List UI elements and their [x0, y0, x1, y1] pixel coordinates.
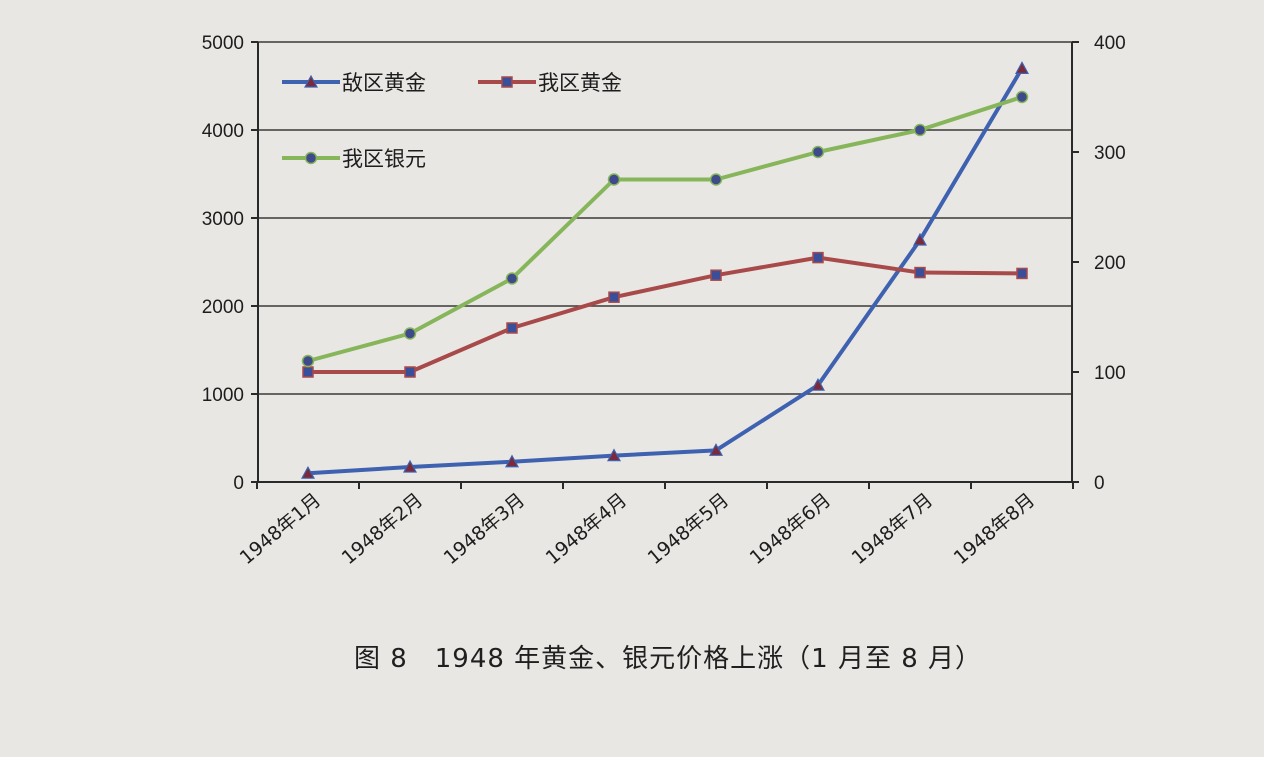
x-tick-marks — [256, 482, 1074, 489]
legend-label: 敌区黄金 — [342, 71, 426, 95]
x-tick-label: 1948年8月 — [950, 489, 1040, 569]
chart-caption: 图 8 1948 年黄金、银元价格上涨（1 月至 8 月） — [354, 644, 982, 674]
left-tick-label: 5000 — [202, 33, 244, 54]
x-tick-label: 1948年5月 — [644, 489, 734, 569]
data-point — [607, 173, 621, 186]
data-point — [404, 366, 416, 378]
legend-label: 我区银元 — [342, 147, 426, 171]
data-point — [402, 459, 418, 473]
right-tick-label: 0 — [1094, 473, 1105, 494]
data-point — [304, 151, 318, 165]
series-lines — [300, 61, 1030, 479]
series-line — [307, 67, 1024, 476]
data-point — [501, 76, 513, 88]
legend-entry: 我区银元 — [282, 147, 426, 171]
right-tick-labels: 0 100 200 300 400 — [1094, 33, 1126, 494]
x-tick-label: 1948年4月 — [542, 489, 632, 569]
left-tick-label: 3000 — [202, 209, 244, 230]
x-tick-label: 1948年1月 — [236, 489, 326, 569]
data-point — [504, 454, 520, 468]
data-point — [301, 354, 315, 368]
series-square — [302, 251, 1028, 378]
data-point — [811, 145, 825, 159]
x-tick-label: 1948年3月 — [440, 489, 530, 569]
data-point — [303, 74, 319, 88]
data-point — [403, 327, 417, 340]
series-line — [307, 95, 1023, 363]
x-tick-label: 1948年2月 — [338, 489, 428, 569]
data-point — [302, 366, 314, 378]
series-line — [308, 255, 1023, 374]
data-point — [812, 251, 824, 264]
legend-entry: 敌区黄金 — [282, 71, 426, 95]
left-tick-label: 0 — [233, 473, 244, 494]
right-tick-label: 300 — [1094, 143, 1126, 164]
x-tick-labels: 1948年1月 1948年2月 1948年3月 1948年4月 1948年5月 1948年… — [236, 489, 1040, 569]
data-point — [1015, 90, 1029, 104]
right-tick-label: 100 — [1094, 363, 1126, 384]
legend-label: 我区黄金 — [538, 71, 622, 95]
data-point — [1014, 61, 1030, 75]
data-point — [709, 173, 723, 186]
gridlines — [251, 41, 1079, 483]
x-tick-label: 1948年6月 — [746, 489, 836, 569]
right-tick-label: 200 — [1094, 253, 1126, 274]
data-point — [913, 123, 927, 137]
x-tick-label: 1948年7月 — [848, 489, 938, 569]
left-tick-label: 4000 — [202, 121, 244, 142]
left-tick-label: 1000 — [202, 385, 244, 406]
series-triangle — [300, 61, 1030, 479]
data-point — [914, 266, 926, 279]
data-point — [1016, 267, 1028, 280]
data-point — [506, 322, 518, 334]
data-point — [608, 291, 620, 303]
data-point — [710, 269, 722, 281]
data-point — [606, 448, 622, 462]
left-tick-labels: 0 1000 2000 3000 4000 5000 — [202, 33, 244, 494]
data-point — [912, 232, 928, 246]
plot-area: 0 1000 2000 3000 4000 5000 0 100 200 300 400 1948… — [202, 33, 1126, 569]
data-point — [505, 272, 519, 285]
series-circle — [301, 90, 1029, 368]
left-tick-label: 2000 — [202, 297, 244, 318]
data-point — [300, 465, 316, 479]
data-point — [708, 443, 724, 456]
right-tick-label: 400 — [1094, 33, 1126, 54]
data-point — [810, 377, 826, 391]
legend-entry: 我区黄金 — [478, 71, 622, 95]
